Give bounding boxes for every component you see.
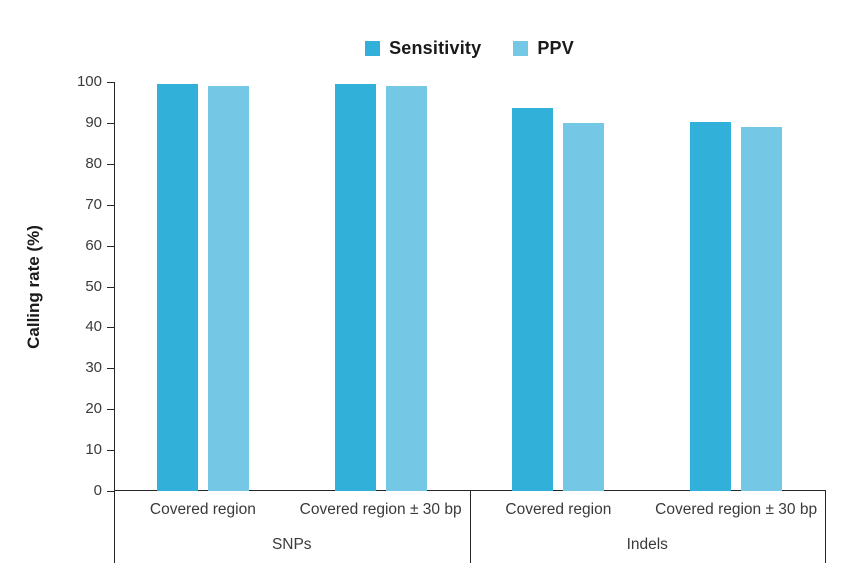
y-tick-mark (107, 327, 114, 328)
y-tick-mark (107, 82, 114, 83)
x-category-label: Covered region (505, 501, 612, 518)
y-tick-label: 30 (85, 359, 102, 376)
bar-sensitivity-3 (690, 122, 731, 491)
y-axis-line (114, 82, 115, 491)
y-tick-mark (107, 246, 114, 247)
y-tick-label: 60 (85, 237, 102, 254)
y-tick-label: 90 (85, 114, 102, 131)
ppv-swatch-icon (513, 40, 529, 56)
x-axis-group-divider (825, 490, 826, 563)
y-tick-mark (107, 450, 114, 451)
x-axis-group-divider (470, 490, 471, 563)
legend-label-sensitivity: Sensitivity (389, 37, 482, 58)
bar-sensitivity-2 (512, 108, 553, 491)
y-tick-mark (107, 368, 114, 369)
y-axis-title: Calling rate (%) (24, 225, 43, 349)
x-category-label: Covered region (149, 501, 256, 518)
x-group-label: SNPs (271, 536, 312, 553)
bar-sensitivity-0 (157, 84, 198, 491)
x-category-label: Covered region ± 30 bp (655, 501, 818, 518)
y-tick-label: 20 (85, 400, 102, 417)
bar-ppv-2 (563, 123, 604, 491)
x-group-label: Indels (626, 536, 668, 553)
y-tick-mark (107, 164, 114, 165)
y-tick-mark (107, 205, 114, 206)
legend-item-sensitivity: Sensitivity (365, 38, 481, 59)
x-category-label: Covered region ± 30 bp (299, 501, 462, 518)
y-tick-label: 50 (85, 278, 102, 295)
y-tick-mark (107, 287, 114, 288)
bar-ppv-1 (386, 86, 427, 491)
y-tick-mark (107, 123, 114, 124)
y-tick-label: 10 (85, 441, 102, 458)
y-tick-label: 80 (85, 155, 102, 172)
y-tick-label: 0 (93, 482, 102, 499)
legend-item-ppv: PPV (513, 38, 574, 59)
bar-sensitivity-1 (335, 84, 376, 491)
legend-label-ppv: PPV (537, 37, 574, 58)
y-tick-label: 40 (85, 318, 102, 335)
y-tick-label: 100 (76, 73, 102, 90)
y-tick-mark (107, 491, 114, 492)
chart-legend: Sensitivity PPV (114, 36, 825, 60)
y-tick-mark (107, 409, 114, 410)
sensitivity-swatch-icon (365, 40, 381, 56)
y-tick-label: 70 (85, 196, 102, 213)
x-axis-group-divider (114, 490, 115, 563)
bar-ppv-3 (741, 127, 782, 491)
bar-ppv-0 (208, 86, 249, 491)
